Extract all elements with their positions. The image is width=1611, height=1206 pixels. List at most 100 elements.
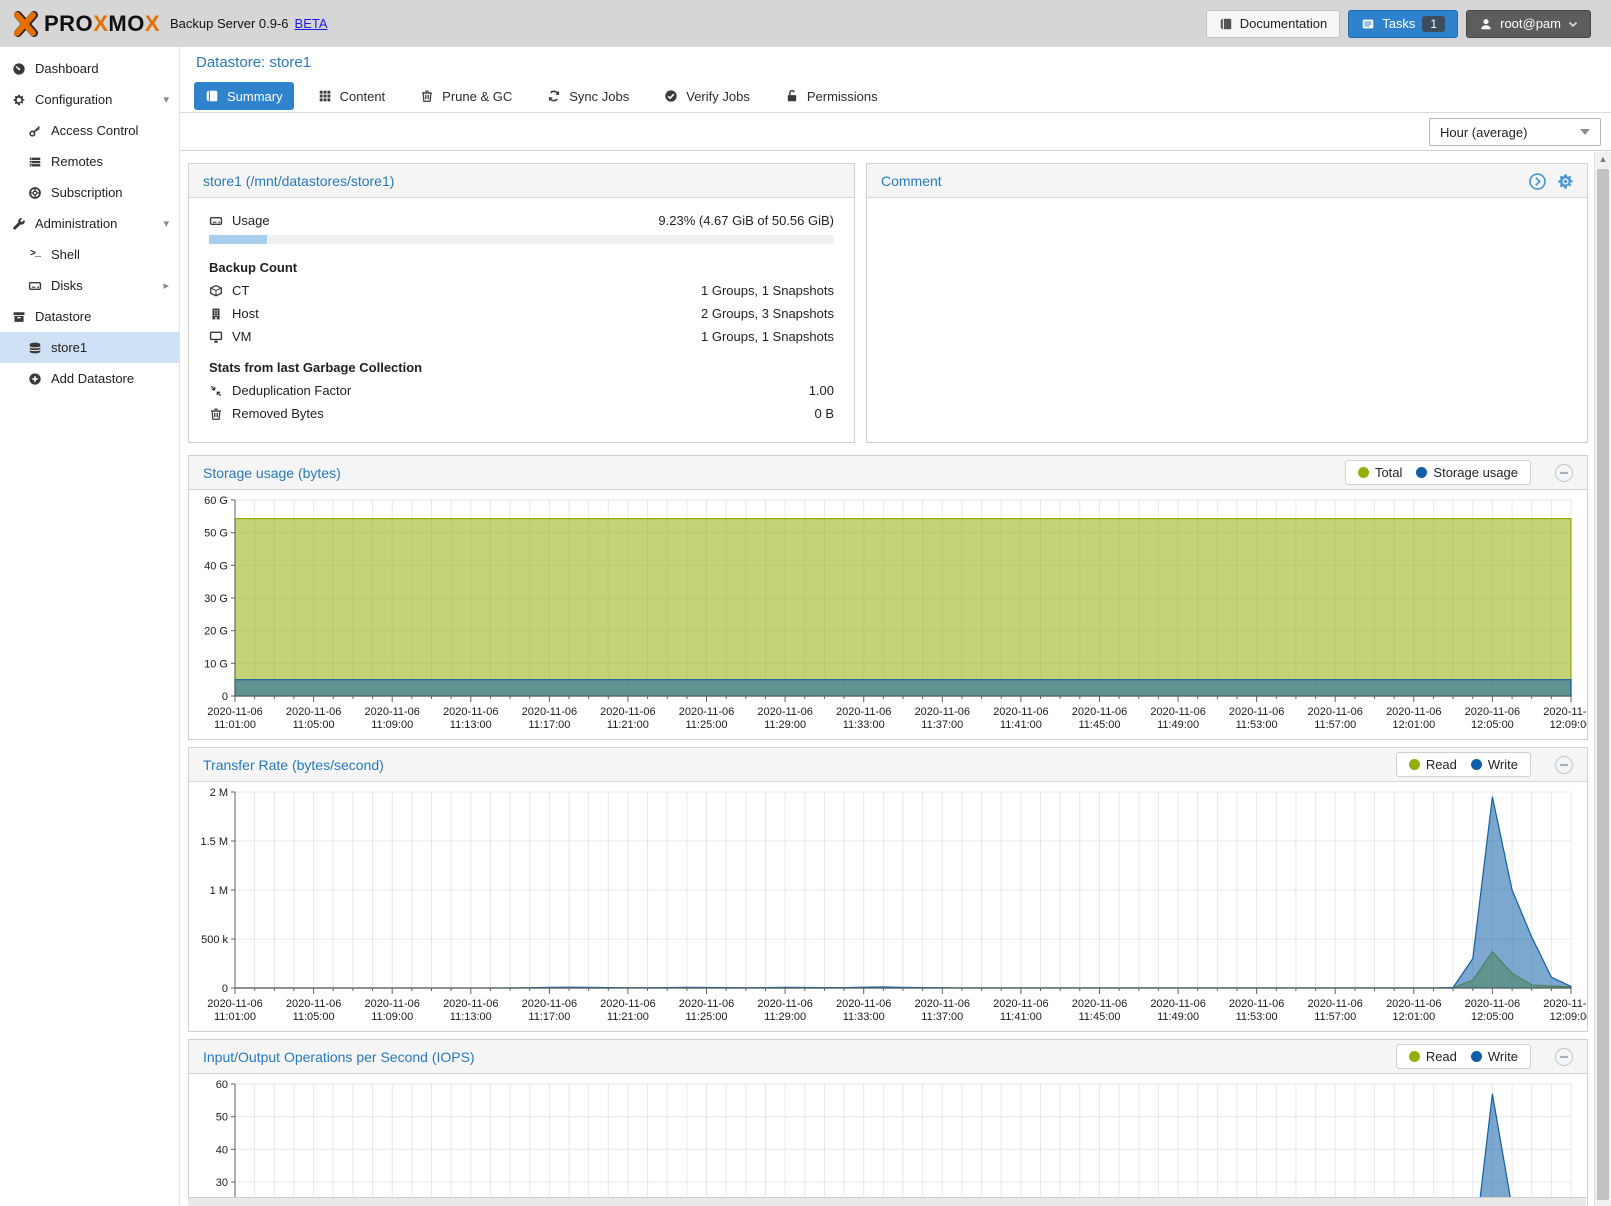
svg-text:2020-11-06: 2020-11-06 (1465, 706, 1520, 718)
svg-text:500 k: 500 k (201, 934, 228, 946)
svg-text:2020-11-06: 2020-11-06 (993, 998, 1048, 1010)
sidebar-item-shell[interactable]: >_ Shell (29, 247, 80, 262)
dashboard-icon (12, 62, 26, 76)
svg-text:11:01:00: 11:01:00 (214, 1011, 256, 1023)
plus-circle-icon (28, 372, 42, 386)
sidebar-item-store1[interactable]: store1 (0, 332, 179, 363)
sync-icon (547, 89, 561, 103)
main-area: Datastore: store1 Summary Content Prune … (180, 47, 1611, 1206)
svg-text:11:01:00: 11:01:00 (214, 719, 256, 731)
svg-text:1 M: 1 M (210, 885, 228, 897)
svg-text:2020-11-06: 2020-11-06 (1543, 998, 1587, 1010)
sidebar-item-dashboard[interactable]: Dashboard (0, 53, 179, 84)
legend-item-write[interactable]: Write (1470, 757, 1518, 772)
svg-text:2020-11-06: 2020-11-06 (679, 706, 734, 718)
svg-text:10 G: 10 G (204, 658, 228, 670)
sidebar-item-administration[interactable]: Administration ▾ (0, 208, 179, 239)
sidebar-item-subscription[interactable]: Subscription (0, 177, 179, 208)
svg-text:2020-11-06: 2020-11-06 (1386, 706, 1441, 718)
collapse-minus-icon[interactable] (1555, 756, 1573, 774)
caret-down-icon[interactable]: ▾ (163, 94, 169, 106)
svg-text:0: 0 (222, 691, 228, 703)
tab-bar: Summary Content Prune & GC Sync Jobs Ver… (194, 82, 889, 110)
check-circle-icon (664, 89, 678, 103)
svg-text:11:09:00: 11:09:00 (371, 719, 413, 731)
svg-text:12:09:00: 12:09:00 (1550, 1011, 1587, 1023)
tab-permissions[interactable]: Permissions (774, 82, 889, 110)
tasks-count-badge: 1 (1422, 15, 1446, 32)
transfer-rate-title: Transfer Rate (bytes/second) (203, 756, 384, 773)
svg-text:1.5 M: 1.5 M (200, 836, 228, 848)
sidebar-item-remotes[interactable]: Remotes (0, 146, 179, 177)
comment-panel-title: Comment (881, 172, 942, 189)
caret-right-icon[interactable]: ▸ (163, 280, 169, 292)
legend-item-read[interactable]: Read (1408, 757, 1457, 772)
user-menu-button[interactable]: root@pam (1466, 9, 1591, 38)
sidebar-item-configuration[interactable]: Configuration ▾ (0, 84, 179, 115)
gc-row-dedup: Deduplication Factor 1.00 (189, 379, 854, 402)
svg-text:2020-11-06: 2020-11-06 (522, 706, 577, 718)
collapse-minus-icon[interactable] (1555, 1048, 1573, 1066)
collapse-minus-icon[interactable] (1555, 464, 1573, 482)
svg-text:12:05:00: 12:05:00 (1471, 1011, 1514, 1023)
svg-text:11:53:00: 11:53:00 (1236, 1011, 1278, 1023)
backup-count-row-host: Host 2 Groups, 3 Snapshots (189, 302, 854, 325)
legend-item-total[interactable]: Total (1357, 465, 1402, 480)
backup-count-row-vm: VM 1 Groups, 1 Snapshots (189, 325, 854, 348)
sidebar-item-add-datastore[interactable]: Add Datastore (0, 363, 179, 394)
svg-text:11:05:00: 11:05:00 (293, 719, 335, 731)
hdd-icon (28, 279, 42, 293)
beta-link[interactable]: BETA (294, 16, 328, 31)
tab-sync-jobs[interactable]: Sync Jobs (536, 82, 640, 110)
legend-item-write[interactable]: Write (1470, 1049, 1518, 1064)
legend-dot (1408, 759, 1420, 770)
tab-prune-gc[interactable]: Prune & GC (409, 82, 523, 110)
sidebar: Dashboard Configuration ▾ Access Control… (0, 47, 180, 1206)
svg-text:2020-11-06: 2020-11-06 (1229, 706, 1284, 718)
sidebar-item-disks[interactable]: Disks ▸ (0, 270, 179, 301)
legend-item-read[interactable]: Read (1408, 1049, 1457, 1064)
svg-text:40 G: 40 G (204, 560, 228, 572)
summary-toolbar: Hour (average) (180, 113, 1611, 151)
sidebar-item-access-control[interactable]: Access Control (0, 115, 179, 146)
svg-text:2 M: 2 M (210, 787, 228, 799)
svg-text:11:09:00: 11:09:00 (371, 1011, 413, 1023)
building-icon (209, 307, 223, 321)
svg-text:11:45:00: 11:45:00 (1078, 719, 1120, 731)
tab-content[interactable]: Content (307, 82, 397, 110)
svg-text:2020-11-06: 2020-11-06 (600, 706, 655, 718)
tasks-button[interactable]: Tasks 1 (1348, 9, 1459, 38)
documentation-button[interactable]: Documentation (1205, 9, 1341, 38)
svg-text:60: 60 (216, 1079, 228, 1091)
svg-text:12:01:00: 12:01:00 (1392, 719, 1435, 731)
top-bar: PROXMOX Backup Server 0.9-6 BETA Documen… (0, 0, 1611, 47)
svg-text:12:05:00: 12:05:00 (1471, 719, 1514, 731)
svg-text:2020-11-06: 2020-11-06 (1465, 998, 1520, 1010)
svg-text:2020-11-06: 2020-11-06 (1072, 706, 1127, 718)
time-range-select[interactable]: Hour (average) (1429, 118, 1601, 146)
gear-icon[interactable] (1556, 172, 1575, 191)
tab-summary[interactable]: Summary (194, 82, 294, 110)
tab-verify-jobs[interactable]: Verify Jobs (653, 82, 761, 110)
storage-usage-header: Storage usage (bytes) Total Storage usage (189, 456, 1587, 490)
store1-panel-header: store1 (/mnt/datastores/store1) (189, 164, 854, 198)
svg-text:2020-11-06: 2020-11-06 (1072, 998, 1127, 1010)
svg-text:60 G: 60 G (204, 495, 228, 507)
caret-down-icon[interactable]: ▾ (163, 218, 169, 230)
svg-text:50 G: 50 G (204, 528, 228, 540)
gc-row-removed-bytes: Removed Bytes 0 B (189, 402, 854, 425)
svg-text:11:25:00: 11:25:00 (685, 719, 727, 731)
database-icon (28, 341, 42, 355)
vertical-scrollbar[interactable]: ▲ (1594, 152, 1611, 1206)
scroll-up-arrow-icon[interactable]: ▲ (1598, 154, 1608, 164)
gc-stats-title: Stats from last Garbage Collection (209, 360, 423, 375)
store1-panel-title: store1 (/mnt/datastores/store1) (203, 172, 395, 189)
chevron-circle-right-icon[interactable] (1528, 172, 1547, 191)
sidebar-item-datastore[interactable]: Datastore (0, 301, 179, 332)
comment-body[interactable] (867, 198, 1587, 443)
svg-text:2020-11-06: 2020-11-06 (207, 706, 262, 718)
legend-item-storage-usage[interactable]: Storage usage (1416, 465, 1518, 480)
svg-text:2020-11-06: 2020-11-06 (1307, 706, 1362, 718)
scrollbar-thumb[interactable] (1597, 169, 1609, 1200)
svg-text:11:21:00: 11:21:00 (607, 719, 649, 731)
